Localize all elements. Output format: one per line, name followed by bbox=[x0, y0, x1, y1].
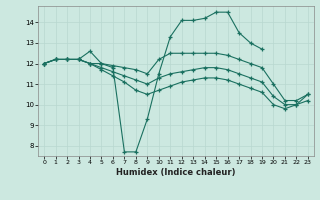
X-axis label: Humidex (Indice chaleur): Humidex (Indice chaleur) bbox=[116, 168, 236, 177]
